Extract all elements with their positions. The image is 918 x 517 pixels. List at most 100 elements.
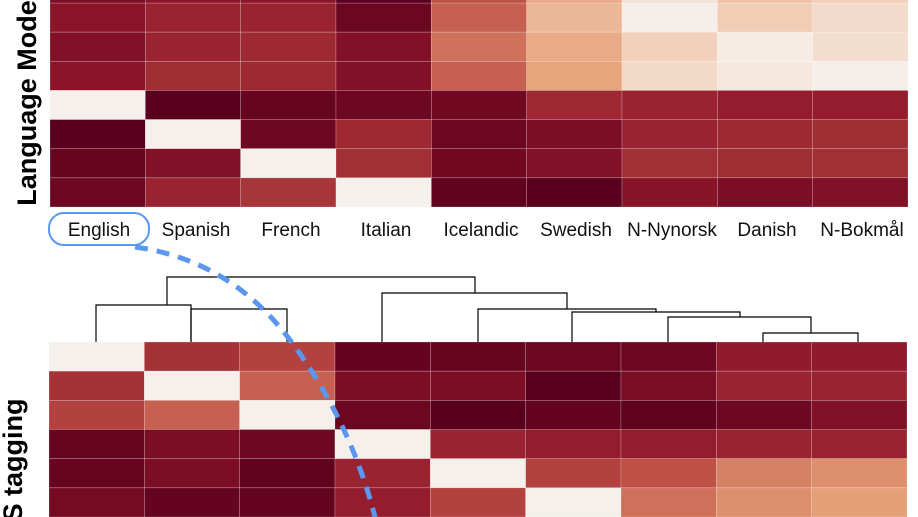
bottom-heatmap-cell xyxy=(430,487,526,517)
bottom-heatmap-cell xyxy=(239,487,336,517)
top-heatmap-cell xyxy=(431,0,527,4)
bottom-heatmap-cell xyxy=(144,400,240,430)
bottom-heatmap-cell xyxy=(716,370,812,401)
bottom-heatmap-cell xyxy=(620,341,717,372)
bottom-heatmap-cell xyxy=(334,400,431,430)
x-tick-label: Swedish xyxy=(540,220,612,241)
top-heatmap-cell xyxy=(145,90,241,120)
top-heatmap-cell xyxy=(621,177,718,208)
top-heatmap-cell xyxy=(717,31,813,62)
top-heatmap-cell xyxy=(335,119,432,150)
top-heatmap-cell xyxy=(240,148,337,179)
bottom-heatmap-cell xyxy=(334,341,431,372)
bottom-heatmap-cell xyxy=(430,400,526,430)
bottom-heatmap-cell xyxy=(620,370,717,401)
top-heatmap-cell xyxy=(240,177,337,208)
bottom-heatmap-cell xyxy=(525,487,622,517)
top-heatmap-cell xyxy=(621,90,718,120)
bottom-heatmap-cell xyxy=(48,487,145,517)
top-heatmap-cell xyxy=(812,119,909,150)
top-heatmap-cell xyxy=(431,60,527,91)
x-tick-label: Spanish xyxy=(162,220,231,241)
top-heatmap-cell xyxy=(526,90,623,120)
x-tick-label: English xyxy=(68,220,130,241)
bottom-heatmap-cell xyxy=(239,429,336,459)
top-heatmap-cell xyxy=(526,148,623,179)
top-heatmap-cell xyxy=(621,31,718,62)
english-highlight xyxy=(48,212,150,246)
top-heatmap-cell xyxy=(145,60,241,91)
top-heatmap-cell xyxy=(812,90,909,120)
x-tick-label: N-Bokmål xyxy=(820,220,903,241)
top-heatmap-x-ticks: English Spanish French Italian Icelandic Swed… xyxy=(68,220,904,241)
bottom-heatmap-cell xyxy=(334,487,431,517)
bottom-heatmap-cell xyxy=(620,458,717,489)
top-heatmap-cell xyxy=(717,60,813,91)
top-heatmap-cell xyxy=(335,2,432,33)
top-heatmap-cell xyxy=(145,31,241,62)
top-heatmap-cell xyxy=(49,60,146,91)
top-heatmap-cell xyxy=(335,90,432,120)
bottom-heatmap-cell xyxy=(48,370,145,401)
top-heatmap-cell xyxy=(621,0,718,4)
top-heatmap-cell xyxy=(526,31,623,62)
bottom-heatmap-cell xyxy=(334,370,431,401)
bottom-heatmap-cell xyxy=(430,458,526,489)
top-heatmap-cell xyxy=(431,119,527,150)
top-heatmap-cell xyxy=(49,2,146,33)
top-heatmap-cell xyxy=(49,119,146,150)
top-heatmap-cell xyxy=(621,119,718,150)
top-heatmap-cell xyxy=(717,177,813,208)
top-heatmap-cell xyxy=(240,119,337,150)
top-heatmap-cell xyxy=(812,0,909,4)
top-heatmap xyxy=(49,0,909,208)
dendrogram-branch xyxy=(762,332,859,342)
bottom-heatmap-cell xyxy=(144,429,240,459)
top-heatmap-cell xyxy=(621,60,718,91)
bottom-heatmap-cell xyxy=(430,429,526,459)
x-tick-label: Danish xyxy=(737,220,796,241)
bottom-heatmap-cell xyxy=(48,429,145,459)
top-heatmap-cell xyxy=(49,0,146,4)
dendrogram-branch xyxy=(477,308,657,342)
top-heatmap-cell xyxy=(526,60,623,91)
bottom-heatmap-cell xyxy=(144,341,240,372)
bottom-heatmap-cell xyxy=(811,341,908,372)
bottom-heatmap-cell xyxy=(620,429,717,459)
top-heatmap-cell xyxy=(717,2,813,33)
english-connector xyxy=(134,244,378,517)
top-heatmap-cell xyxy=(335,0,432,4)
top-heatmap-cell xyxy=(335,177,432,208)
bottom-heatmap-cell xyxy=(144,370,240,401)
bottom-heatmap-cell xyxy=(525,370,622,401)
top-heatmap-cell xyxy=(717,90,813,120)
bottom-heatmap-cell xyxy=(716,458,812,489)
bottom-heatmap-cell xyxy=(716,487,812,517)
bottom-heatmap-cell xyxy=(239,400,336,430)
top-heatmap-cell xyxy=(526,2,623,33)
bottom-heatmap-cell xyxy=(239,341,336,372)
x-tick-label: N-Nynorsk xyxy=(627,220,717,241)
bottom-heatmap-cell xyxy=(811,487,908,517)
top-heatmap-cell xyxy=(145,0,241,4)
top-heatmap-cell xyxy=(145,119,241,150)
top-heatmap-cell xyxy=(717,119,813,150)
x-tick-label: Icelandic xyxy=(444,220,519,241)
bottom-heatmap-cell xyxy=(525,400,622,430)
top-heatmap-cell xyxy=(49,90,146,120)
top-heatmap-cell xyxy=(717,0,813,4)
bottom-heatmap-cell xyxy=(620,400,717,430)
top-heatmap-cell xyxy=(145,148,241,179)
top-heatmap-cell xyxy=(145,177,241,208)
dendrogram-branch xyxy=(667,316,812,342)
top-heatmap-cell xyxy=(812,2,909,33)
bottom-heatmap-cell xyxy=(525,429,622,459)
x-tick-label: Italian xyxy=(361,220,412,241)
bottom-heatmap-cell xyxy=(716,429,812,459)
top-heatmap-cell xyxy=(145,2,241,33)
dendrogram-branch xyxy=(190,308,288,342)
top-heatmap-cell xyxy=(812,60,909,91)
top-heatmap-cell xyxy=(240,90,337,120)
top-heatmap-cell xyxy=(717,148,813,179)
